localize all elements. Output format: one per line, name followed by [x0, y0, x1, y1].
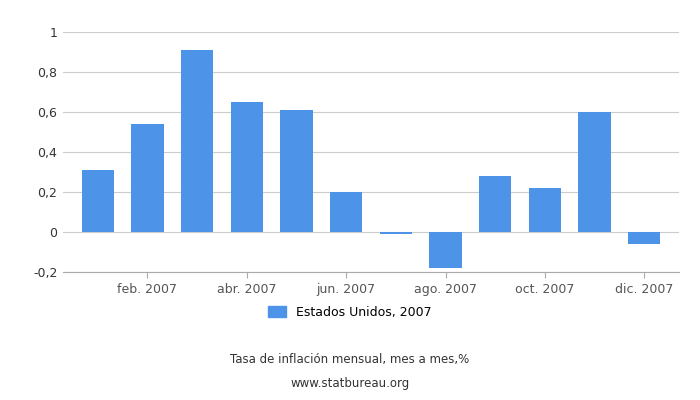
Text: Tasa de inflación mensual, mes a mes,%: Tasa de inflación mensual, mes a mes,%: [230, 354, 470, 366]
Bar: [379, 232, 412, 234]
Bar: [578, 112, 610, 232]
Bar: [528, 188, 561, 232]
Bar: [181, 50, 214, 232]
Bar: [330, 192, 363, 232]
Bar: [231, 102, 263, 232]
Bar: [280, 110, 313, 232]
Bar: [429, 232, 462, 268]
Text: www.statbureau.org: www.statbureau.org: [290, 378, 410, 390]
Bar: [628, 232, 660, 244]
Bar: [479, 176, 511, 232]
Bar: [82, 170, 114, 232]
Bar: [132, 124, 164, 232]
Legend: Estados Unidos, 2007: Estados Unidos, 2007: [263, 301, 437, 324]
